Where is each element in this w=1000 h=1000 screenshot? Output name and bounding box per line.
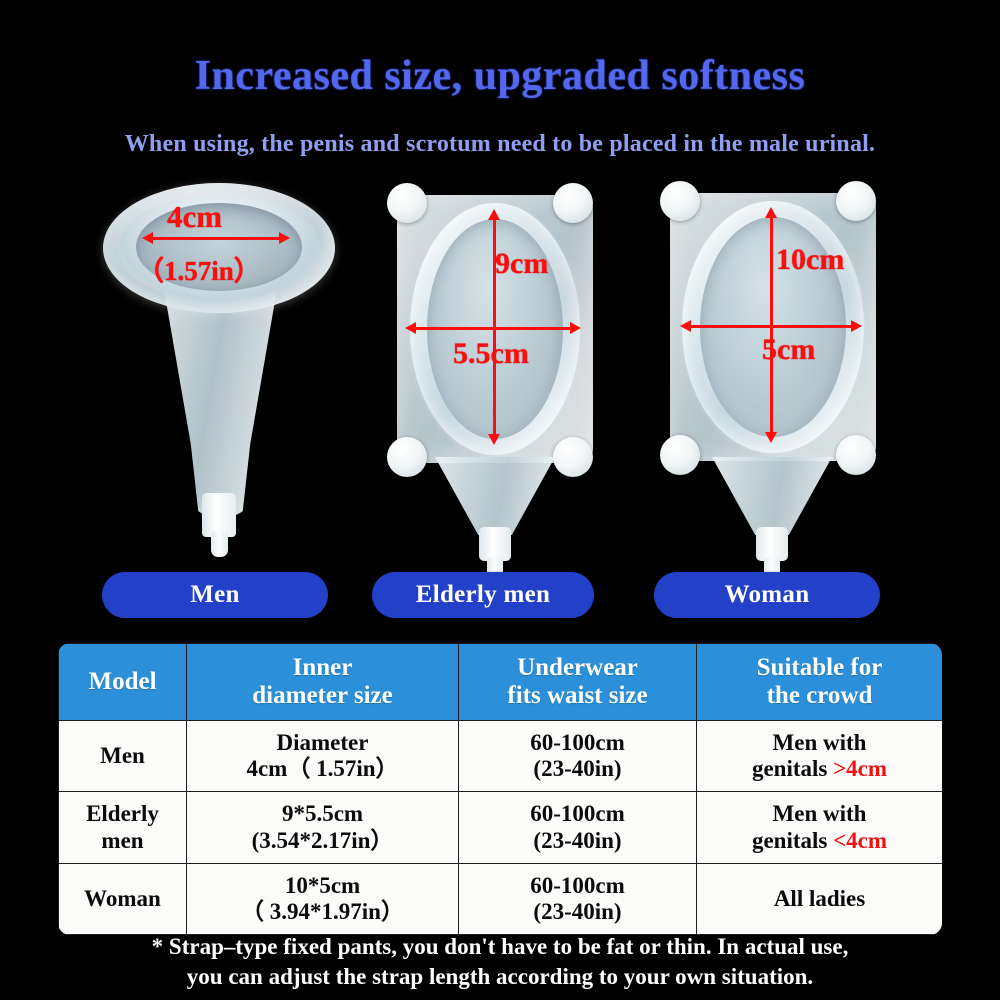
corner-button-bottom-right-woman [836, 435, 876, 475]
corner-button-top-right-elderly [553, 183, 593, 223]
measure-label-men-cm: 4cm [167, 199, 223, 234]
column-header-inner-line2: diameter size [252, 682, 393, 709]
column-header-model: Model [58, 643, 187, 721]
urinal-spout-woman [756, 527, 788, 561]
measure-arrow-horizontal-elderly [405, 322, 581, 334]
column-header-crowd-line1: Suitable for [756, 654, 883, 681]
column-header-waist: Underwear fits waist size [458, 643, 697, 721]
cell-crowd-men-line2: genitals [751, 756, 834, 782]
cell-crowd-elderly-emphasis: <4cm [833, 827, 888, 853]
spec-table-container: Model Inner diameter size Underwear fits… [58, 643, 942, 936]
measure-arrow-horizontal-woman [680, 320, 862, 332]
cell-crowd-men: Men with genitals >4cm [696, 719, 942, 793]
corner-button-bottom-left-woman [660, 435, 700, 475]
cell-inner-elderly-line1: 9*5.5cm [281, 801, 364, 827]
cell-waist-woman-line1: 60-100cm [530, 872, 625, 898]
cell-inner-woman: 10*5cm （ 3.94*1.97in） [186, 862, 459, 936]
cell-model-elderly-line2: men [101, 827, 144, 853]
cell-crowd-elderly-line2: genitals [751, 827, 834, 853]
category-pill-woman[interactable]: Woman [654, 572, 880, 618]
footer-note: * Strap–type fixed pants, you don't have… [0, 932, 1000, 993]
cell-model-elderly-line1: Elderly [86, 801, 159, 827]
urinal-opening-men [136, 203, 302, 291]
column-header-waist-line2: fits waist size [507, 682, 648, 709]
cell-inner-elderly: 9*5.5cm (3.54*2.17in） [186, 791, 459, 864]
cell-crowd-men-emphasis: >4cm [833, 756, 888, 782]
category-pill-elderly-men[interactable]: Elderly men [372, 572, 594, 618]
cell-waist-elderly: 60-100cm (23-40in) [458, 791, 697, 864]
table-row: Woman 10*5cm （ 3.94*1.97in） 60-100cm (23… [58, 862, 942, 936]
cell-inner-men-line1: Diameter [276, 730, 369, 755]
cell-model-men: Men [58, 719, 187, 793]
cell-crowd-woman: All ladies [696, 862, 942, 936]
cell-model-woman: Woman [58, 862, 187, 936]
column-header-waist-line1: Underwear [517, 654, 638, 681]
corner-button-bottom-right-elderly [553, 437, 593, 477]
column-header-crowd: Suitable for the crowd [696, 643, 942, 721]
page-subtitle: When using, the penis and scrotum need t… [124, 131, 876, 157]
cell-crowd-elderly: Men with genitals <4cm [696, 791, 942, 864]
cell-waist-woman: 60-100cm (23-40in) [458, 862, 697, 936]
cell-inner-woman-line2: （ 3.94*1.97in） [241, 899, 404, 925]
corner-button-bottom-left-elderly [387, 437, 427, 477]
table-header-row: Model Inner diameter size Underwear fits… [58, 643, 942, 721]
measure-label-elderly-height: 9cm [495, 247, 549, 280]
cell-waist-woman-line2: (23-40in) [533, 899, 622, 925]
table-row: Elderly men 9*5.5cm (3.54*2.17in） 60-100… [58, 791, 942, 864]
cell-crowd-men-line1: Men with [772, 730, 867, 755]
corner-button-top-right-woman [836, 181, 876, 221]
cell-waist-elderly-line2: (23-40in) [533, 827, 622, 853]
urinal-spout-elderly [479, 527, 511, 561]
measure-label-men-in: （1.57in） [137, 256, 261, 286]
footer-note-line1: * Strap–type fixed pants, you don't have… [151, 934, 849, 959]
measure-label-woman-width: 5cm [762, 333, 816, 366]
page-title: Increased size, upgraded softness [194, 53, 806, 99]
product-image-men: 4cm （1.57in） [70, 175, 370, 565]
cell-waist-men-line1: 60-100cm [530, 730, 625, 755]
column-header-crowd-line2: the crowd [766, 682, 873, 709]
corner-button-top-left-elderly [387, 183, 427, 223]
measure-label-elderly-width: 5.5cm [453, 337, 529, 370]
measure-label-woman-height: 10cm [776, 243, 845, 276]
column-header-inner-line1: Inner [292, 654, 353, 681]
cell-crowd-elderly-line1: Men with [772, 801, 867, 827]
cell-inner-men: Diameter 4cm（ 1.57in） [186, 719, 459, 793]
column-header-inner-diameter: Inner diameter size [186, 643, 459, 721]
urinal-funnel-elderly [435, 457, 555, 535]
product-image-elderly-men: 9cm 5.5cm [345, 175, 645, 579]
cell-waist-men-line2: (23-40in) [533, 756, 622, 782]
product-image-woman: 10cm 5cm [620, 175, 920, 579]
table-row: Men Diameter 4cm（ 1.57in） 60-100cm (23-4… [58, 719, 942, 793]
cell-model-elderly: Elderly men [58, 791, 187, 864]
urinal-tip-men [211, 531, 228, 557]
cell-inner-elderly-line2: (3.54*2.17in） [251, 827, 394, 853]
footer-note-line2: you can adjust the strap length accordin… [186, 964, 814, 990]
corner-button-top-left-woman [660, 181, 700, 221]
column-header-model-line1: Model [88, 668, 157, 695]
measure-arrow-horizontal-men [142, 232, 290, 244]
urinal-funnel-woman [712, 457, 832, 535]
cell-inner-men-line2: 4cm（ 1.57in） [246, 756, 399, 782]
category-pill-men[interactable]: Men [102, 572, 328, 618]
cell-waist-elderly-line1: 60-100cm [530, 801, 625, 827]
category-pill-row: Men Elderly men Woman [0, 572, 1000, 620]
cell-waist-men: 60-100cm (23-40in) [458, 719, 697, 793]
urinal-spout-men [202, 493, 236, 537]
spec-table: Model Inner diameter size Underwear fits… [58, 643, 942, 936]
cell-inner-woman-line1: 10*5cm [284, 872, 361, 898]
product-gallery: 4cm （1.57in） 9cm 5.5cm [0, 175, 1000, 579]
